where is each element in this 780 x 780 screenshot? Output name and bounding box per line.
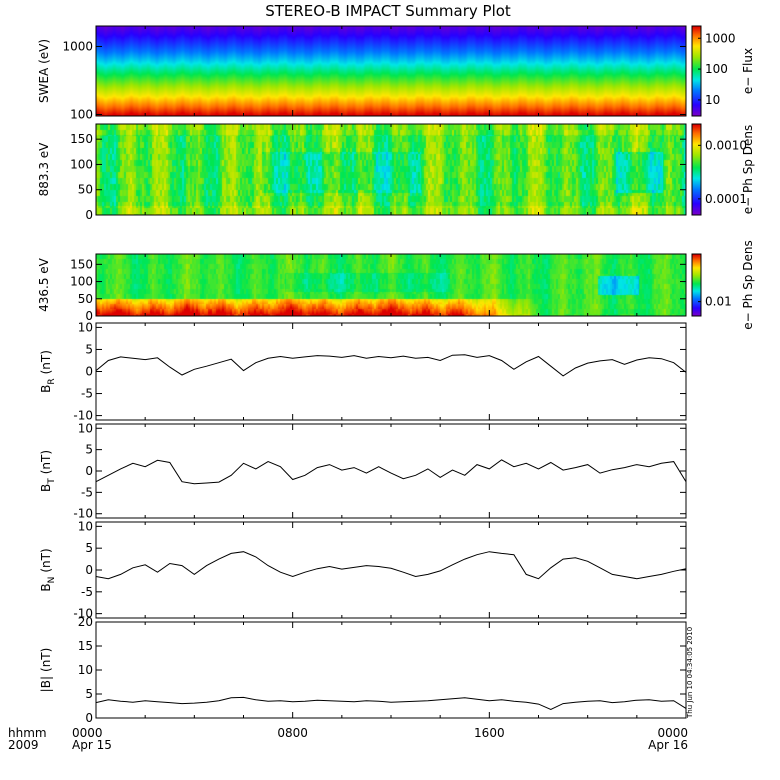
y-tick-label: 10 (78, 519, 93, 533)
y-axis-label: BT (nT) (39, 450, 57, 492)
y-tick-label: 5 (85, 443, 93, 457)
x-tick-time-label: 1600 (474, 726, 505, 740)
colorbar-tick-label: 100 (705, 62, 728, 76)
series-line-br (95, 354, 687, 377)
y-tick-label: 100 (70, 107, 93, 121)
spectrogram-layer (96, 26, 701, 316)
y-label-unit: (nT) (39, 648, 53, 672)
y-label-unit: (nT) (39, 350, 53, 374)
spectrogram-swea-energy (96, 26, 686, 116)
colorbar-tick-label: 0.0001 (705, 192, 747, 206)
y-tick-label: 0 (85, 365, 93, 379)
x-tick-date-label: Apr 15 (72, 738, 112, 752)
y-tick-label: 5 (85, 342, 93, 356)
y-tick-label: 5 (85, 541, 93, 555)
y-tick-label: 5 (85, 687, 93, 701)
y-tick-label: 0 (85, 208, 93, 222)
colorbar-frame (691, 253, 702, 317)
y-tick-label: 100 (70, 157, 93, 171)
y-axis-label: 436.5 eV (37, 257, 51, 312)
y-tick-label: 10 (78, 421, 93, 435)
y-label-unit: (nT) (39, 548, 53, 572)
colorbar-frame (691, 123, 702, 216)
series-line-bn (95, 551, 687, 580)
y-axis-label: SWEA (eV) (37, 39, 51, 103)
series-line-bt (95, 459, 687, 485)
y-tick-label: 150 (70, 132, 93, 146)
colorbar-pad-436 (692, 254, 701, 316)
colorbar-pad-883 (692, 124, 701, 215)
y-tick-label: -10 (73, 409, 93, 423)
x-tick-date-label: Apr 16 (648, 738, 688, 752)
colorbar-tick-label: 0.01 (705, 295, 732, 309)
colorbar-label: e− Ph Sp Dens (741, 125, 755, 214)
y-tick-label: 0 (85, 563, 93, 577)
timestamp-label: Thu Jun 10 04:34:05 2010 (686, 627, 694, 719)
y-axis-label: 883.3 eV (37, 142, 51, 197)
panel-frame-bn (95, 521, 687, 619)
colorbar-frame (691, 25, 702, 117)
y-tick-label: 0 (85, 464, 93, 478)
x-tick-time-label: 0800 (277, 726, 308, 740)
y-axis-label: BN (nT) (39, 548, 57, 591)
y-tick-label: -10 (73, 507, 93, 521)
y-label-main: B (39, 583, 53, 591)
y-tick-label: -5 (81, 387, 93, 401)
colorbar-tick-label: 0.0010 (705, 138, 747, 152)
y-label-subscript: T (47, 478, 57, 485)
y-tick-label: 20 (78, 615, 93, 629)
spectrogram-pad-436 (96, 254, 686, 316)
colorbar-label: e− Flux (741, 48, 755, 94)
y-tick-label: 50 (78, 183, 93, 197)
y-axis-label: BR (nT) (39, 350, 57, 393)
y-tick-label: 0 (85, 309, 93, 323)
colorbar-tick-label: 1000 (705, 31, 736, 45)
x-tick-time-label: 0000 (657, 726, 688, 740)
y-tick-label: 150 (70, 257, 93, 271)
y-tick-label: 1000 (62, 39, 93, 53)
y-axis-label: |B| (nT) (39, 648, 53, 693)
colorbar-label: e− Ph Sp Dens (741, 240, 755, 329)
plot-title: STEREO-B IMPACT Summary Plot (265, 2, 511, 20)
y-tick-label: 10 (78, 663, 93, 677)
y-label-subscript: N (47, 577, 57, 584)
y-tick-label: -5 (81, 585, 93, 599)
y-tick-label: 50 (78, 292, 93, 306)
year-label: 2009 (8, 738, 39, 752)
colorbar-tick-label: 10 (705, 93, 720, 107)
x-tick-time-label: 0000 (72, 726, 103, 740)
series-line-bmag (95, 696, 687, 710)
spectrogram-pad-883 (96, 124, 686, 215)
y-tick-label: -5 (81, 485, 93, 499)
y-tick-label: 10 (78, 320, 93, 334)
y-tick-label: 15 (78, 639, 93, 653)
hhmm-label: hhmm (8, 726, 47, 740)
y-label-main: B (39, 385, 53, 393)
colorbar-swea-energy (692, 26, 701, 116)
y-label-main: |B| (39, 676, 53, 692)
y-tick-label: 100 (70, 275, 93, 289)
y-label-unit: (nT) (39, 450, 53, 474)
y-tick-label: 0 (85, 711, 93, 725)
panel-frame-br (95, 322, 687, 421)
y-label-subscript: R (47, 378, 57, 384)
y-tick-label: -10 (73, 607, 93, 621)
y-label-main: B (39, 484, 53, 492)
